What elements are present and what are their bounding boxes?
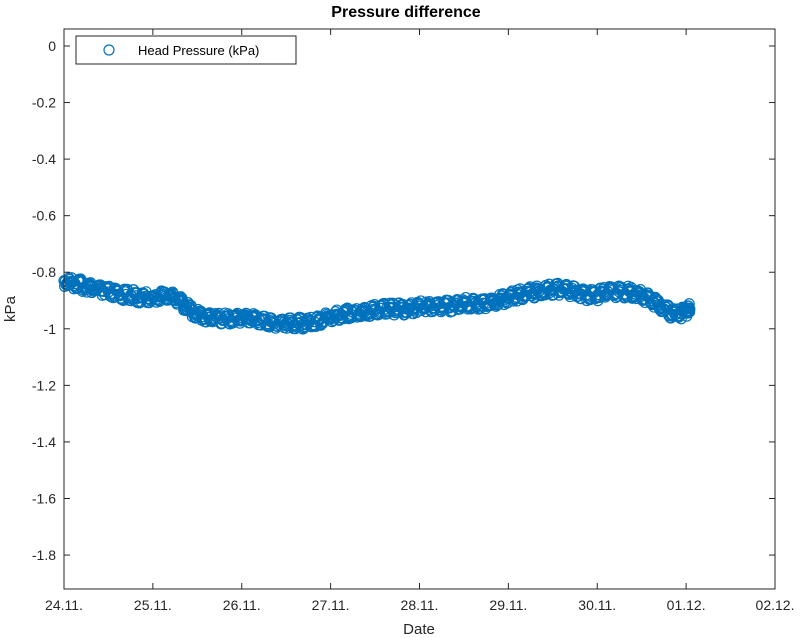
x-tick-label: 27.11. bbox=[312, 597, 350, 613]
x-tick-label: 25.11. bbox=[134, 597, 172, 613]
data-point bbox=[683, 298, 695, 310]
plot-area bbox=[58, 272, 696, 335]
chart-title: Pressure difference bbox=[331, 4, 481, 21]
x-tick-label: 29.11. bbox=[489, 597, 527, 613]
y-tick-label: -1 bbox=[44, 321, 57, 337]
legend-label: Head Pressure (kPa) bbox=[138, 43, 259, 58]
x-tick-label: 01.12. bbox=[667, 597, 706, 613]
y-tick-label: -0.8 bbox=[32, 264, 56, 280]
x-tick-label: 02.12. bbox=[756, 597, 795, 613]
data-point bbox=[684, 306, 696, 318]
data-point bbox=[185, 299, 197, 312]
x-tick-label: 24.11. bbox=[45, 597, 83, 613]
y-tick-label: -0.2 bbox=[32, 95, 56, 111]
y-tick-label: 0 bbox=[48, 38, 56, 54]
y-axis: 0 -0.2 -0.4 -0.6 -0.8 -1 -1.2 -1.4 -1.6 -1.8 bbox=[32, 38, 775, 563]
x-tick-label: 26.11. bbox=[223, 597, 261, 613]
legend-box bbox=[75, 35, 297, 65]
data-point bbox=[684, 303, 696, 315]
y-axis-label: kPa bbox=[2, 295, 19, 322]
legend: Head Pressure (kPa) bbox=[75, 35, 297, 65]
y-tick-label: -1.2 bbox=[32, 377, 56, 393]
x-tick-label: 28.11. bbox=[401, 597, 439, 613]
y-tick-label: -1.4 bbox=[32, 434, 56, 450]
y-tick-label: -0.4 bbox=[32, 151, 56, 167]
y-tick-label: -1.6 bbox=[32, 490, 56, 506]
y-tick-label: -1.8 bbox=[32, 547, 56, 563]
x-axis: 24.11. 25.11. 26.11. 27.11. 28.11. 29.11. 30.1… bbox=[45, 29, 794, 613]
y-tick-label: -0.6 bbox=[32, 208, 56, 224]
x-axis-label: Date bbox=[403, 621, 435, 638]
x-tick-label: 30.11. bbox=[578, 597, 616, 613]
legend-marker-icon bbox=[103, 44, 115, 56]
